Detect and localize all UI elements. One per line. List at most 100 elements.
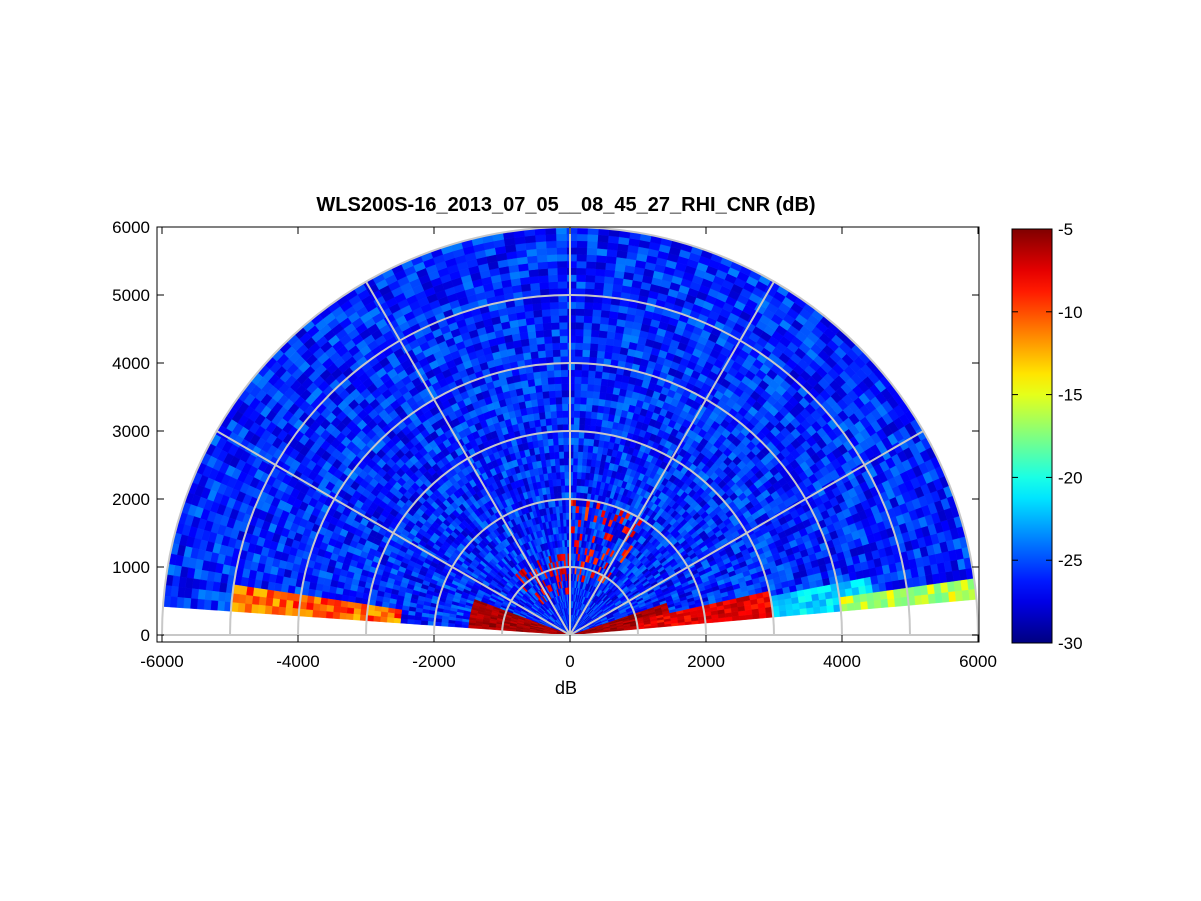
cnr-cell [528, 275, 540, 284]
cnr-cell [606, 379, 616, 388]
cnr-cell [607, 372, 617, 381]
cnr-cell [541, 315, 552, 324]
cnr-cell [574, 376, 582, 384]
cnr-cell [594, 268, 606, 277]
cnr-cell [587, 370, 596, 379]
cnr-cell [525, 241, 537, 251]
cnr-cell [818, 598, 827, 607]
cnr-cell [536, 398, 545, 407]
cnr-cell [572, 471, 578, 479]
cnr-cell [555, 396, 563, 405]
cnr-cell [573, 389, 581, 398]
cnr-cell [534, 234, 547, 243]
cnr-cell [572, 485, 577, 493]
cnr-cell [580, 471, 586, 480]
cnr-cell [533, 378, 542, 387]
cnr-cell [525, 248, 538, 257]
cnr-cell [547, 267, 558, 276]
cnr-cell [596, 241, 609, 250]
cnr-cell [604, 269, 616, 278]
cnr-cell [555, 240, 567, 248]
cnr-cell [887, 597, 896, 608]
cnr-cell [894, 597, 903, 607]
cnr-cell [591, 315, 601, 324]
cnr-cell [532, 309, 543, 318]
cnr-cell [546, 254, 558, 262]
cnr-cell [846, 602, 855, 611]
cnr-cell [593, 384, 601, 393]
cnr-cell [548, 281, 559, 290]
cnr-cell [798, 601, 807, 610]
cnr-cell [530, 350, 539, 360]
cnr-cell [812, 599, 821, 608]
cnr-cell [572, 444, 579, 452]
cnr-cell [571, 525, 575, 534]
cnr-cell [873, 599, 882, 609]
cnr-cell [826, 604, 835, 613]
cnr-cell [532, 302, 542, 311]
cnr-cell [582, 451, 588, 460]
cnr-cell [549, 403, 557, 412]
plot-area: -6000 -4000 -2000 0 2000 4000 6000 01000200030… [112, 218, 997, 671]
cnr-cell [575, 281, 586, 289]
cnr-cell [566, 233, 578, 241]
cnr-cell [594, 275, 605, 284]
cnr-cell [573, 417, 580, 425]
chart-title: WLS200S-16_2013_07_05__08_45_27_RHI_CNR … [316, 194, 815, 216]
cnr-cell [545, 417, 552, 426]
cnr-cell [566, 539, 570, 547]
cnr-cell [560, 478, 566, 486]
cnr-cell [576, 464, 583, 473]
cnr-cell [557, 274, 568, 282]
cnr-cell [585, 404, 593, 412]
cnr-cell [590, 411, 598, 420]
cnr-cell [587, 438, 595, 447]
cnr-cell [812, 606, 821, 614]
cnr-cell [534, 323, 544, 332]
cnr-cell [555, 403, 563, 412]
cnr-cell [593, 282, 605, 291]
cnr-cell [603, 351, 613, 360]
cnr-cell [825, 597, 834, 606]
cnr-cell [554, 465, 561, 473]
cnr-cell [603, 276, 615, 285]
cnr-cell [565, 505, 570, 513]
cnr-cell [561, 389, 569, 398]
cnr-cell [573, 396, 581, 405]
cnr-cell [560, 485, 566, 493]
cnr-cell [581, 349, 591, 358]
cnr-cell [574, 349, 583, 357]
cnr-cell [558, 301, 568, 310]
cnr-cell [566, 240, 578, 248]
cnr-cell [527, 378, 536, 388]
cnr-cell [576, 471, 582, 480]
cnr-cell [545, 233, 557, 242]
cnr-cell [582, 444, 589, 453]
cnr-cell [859, 593, 868, 603]
cnr-cell [578, 417, 586, 425]
cnr-cell [591, 397, 600, 406]
cnr-cell [535, 247, 548, 256]
cnr-cell [577, 444, 584, 453]
cnr-cell [523, 303, 534, 313]
cnr-cell [584, 410, 592, 419]
cnr-cell [579, 485, 585, 494]
cnr-cell [550, 322, 560, 330]
cnr-cell [565, 512, 570, 520]
cnr-cell [574, 383, 582, 391]
cnr-cell [921, 593, 930, 605]
cnr-cell [564, 471, 569, 479]
cnr-cell [549, 301, 559, 310]
cnr-cell [576, 240, 588, 249]
cnr-cell [592, 309, 602, 318]
cnr-cell [580, 390, 588, 398]
cnr-cell [558, 444, 564, 452]
cnr-cell [554, 458, 560, 466]
cnr-cell [556, 267, 568, 276]
cnr-cell [604, 392, 613, 401]
cnr-cell [522, 351, 532, 361]
cnr-cell [571, 553, 574, 561]
cnr-cell [585, 274, 596, 283]
cnr-cell [584, 472, 591, 481]
cnr-cell [527, 262, 539, 271]
